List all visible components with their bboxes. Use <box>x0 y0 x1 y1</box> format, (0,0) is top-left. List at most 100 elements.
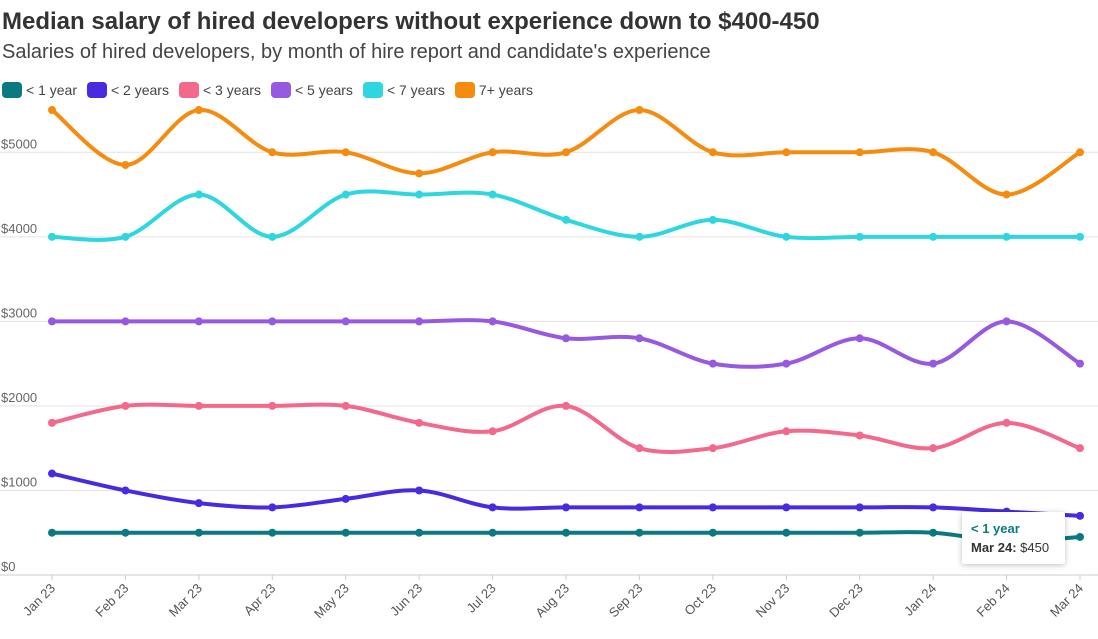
data-point[interactable] <box>782 503 791 512</box>
data-point[interactable] <box>855 334 864 343</box>
data-point[interactable] <box>488 148 497 157</box>
data-point[interactable] <box>121 528 130 537</box>
data-point[interactable] <box>855 503 864 512</box>
y-tick-label: $1000 <box>1 474 37 489</box>
data-point[interactable] <box>708 503 717 512</box>
data-point[interactable] <box>48 106 56 114</box>
data-point[interactable] <box>562 215 570 224</box>
series-line <box>50 402 1082 455</box>
legend-item[interactable]: < 1 year <box>2 82 77 98</box>
data-point[interactable] <box>1076 444 1084 453</box>
data-point[interactable] <box>855 148 864 157</box>
data-point[interactable] <box>782 148 791 157</box>
data-point[interactable] <box>1076 148 1084 157</box>
data-point[interactable] <box>635 106 644 114</box>
data-point[interactable] <box>415 317 424 326</box>
chart-tooltip: < 1 year Mar 24: $450 <box>962 512 1065 564</box>
data-point[interactable] <box>48 528 56 537</box>
data-point[interactable] <box>415 418 424 427</box>
data-point[interactable] <box>1076 359 1084 368</box>
data-point[interactable] <box>1002 418 1011 427</box>
data-point[interactable] <box>121 232 130 241</box>
data-point[interactable] <box>929 232 938 241</box>
data-point[interactable] <box>562 148 570 157</box>
data-point[interactable] <box>929 359 938 368</box>
data-point[interactable] <box>635 503 644 512</box>
data-point[interactable] <box>268 503 277 512</box>
data-point[interactable] <box>488 427 497 436</box>
data-point[interactable] <box>1076 511 1084 520</box>
data-point[interactable] <box>1002 232 1011 241</box>
data-point[interactable] <box>415 528 424 537</box>
data-point[interactable] <box>194 317 203 326</box>
data-point[interactable] <box>268 317 277 326</box>
data-point[interactable] <box>48 469 56 478</box>
data-point[interactable] <box>48 418 56 427</box>
data-point[interactable] <box>341 190 350 199</box>
data-point[interactable] <box>782 427 791 436</box>
x-tick-label: Jan 24 <box>901 581 939 619</box>
data-point[interactable] <box>341 401 350 410</box>
data-point[interactable] <box>929 528 938 537</box>
data-point[interactable] <box>929 503 938 512</box>
data-point[interactable] <box>1002 317 1011 326</box>
data-point[interactable] <box>488 528 497 537</box>
data-point[interactable] <box>782 359 791 368</box>
data-point[interactable] <box>268 232 277 241</box>
data-point[interactable] <box>708 148 717 157</box>
data-point[interactable] <box>562 334 570 343</box>
data-point[interactable] <box>48 317 56 326</box>
data-point[interactable] <box>415 169 424 178</box>
data-point[interactable] <box>341 528 350 537</box>
data-point[interactable] <box>708 359 717 368</box>
data-point[interactable] <box>708 528 717 537</box>
data-point[interactable] <box>268 401 277 410</box>
data-point[interactable] <box>194 401 203 410</box>
data-point[interactable] <box>929 444 938 453</box>
data-point[interactable] <box>194 528 203 537</box>
data-point[interactable] <box>855 431 864 440</box>
data-point[interactable] <box>855 232 864 241</box>
data-point[interactable] <box>488 190 497 199</box>
data-point[interactable] <box>121 486 130 495</box>
data-point[interactable] <box>194 106 203 114</box>
data-point[interactable] <box>635 232 644 241</box>
data-point[interactable] <box>562 528 570 537</box>
y-tick-label: $2000 <box>1 390 37 405</box>
data-point[interactable] <box>341 494 350 503</box>
data-point[interactable] <box>562 401 570 410</box>
data-point[interactable] <box>48 232 56 241</box>
data-point[interactable] <box>488 503 497 512</box>
data-point[interactable] <box>782 232 791 241</box>
data-point[interactable] <box>194 190 203 199</box>
data-point[interactable] <box>1076 532 1084 541</box>
data-point[interactable] <box>121 317 130 326</box>
legend-item[interactable]: < 7 years <box>362 82 445 98</box>
data-point[interactable] <box>194 499 203 508</box>
data-point[interactable] <box>341 317 350 326</box>
data-point[interactable] <box>488 317 497 326</box>
data-point[interactable] <box>635 444 644 453</box>
legend-item[interactable]: 7+ years <box>454 82 533 98</box>
data-point[interactable] <box>855 528 864 537</box>
legend-item[interactable]: < 2 years <box>86 82 169 98</box>
data-point[interactable] <box>268 148 277 157</box>
data-point[interactable] <box>415 486 424 495</box>
data-point[interactable] <box>562 503 570 512</box>
data-point[interactable] <box>415 190 424 199</box>
data-point[interactable] <box>268 528 277 537</box>
data-point[interactable] <box>121 160 130 169</box>
data-point[interactable] <box>635 334 644 343</box>
data-point[interactable] <box>708 215 717 224</box>
data-point[interactable] <box>782 528 791 537</box>
legend-item[interactable]: < 3 years <box>178 82 261 98</box>
data-point[interactable] <box>929 148 938 157</box>
data-point[interactable] <box>341 148 350 157</box>
data-point[interactable] <box>121 401 130 410</box>
data-point[interactable] <box>1002 190 1011 199</box>
data-point[interactable] <box>708 444 717 453</box>
data-point[interactable] <box>635 528 644 537</box>
series-1 <box>48 469 1084 520</box>
legend-item[interactable]: < 5 years <box>270 82 353 98</box>
data-point[interactable] <box>1076 232 1084 241</box>
